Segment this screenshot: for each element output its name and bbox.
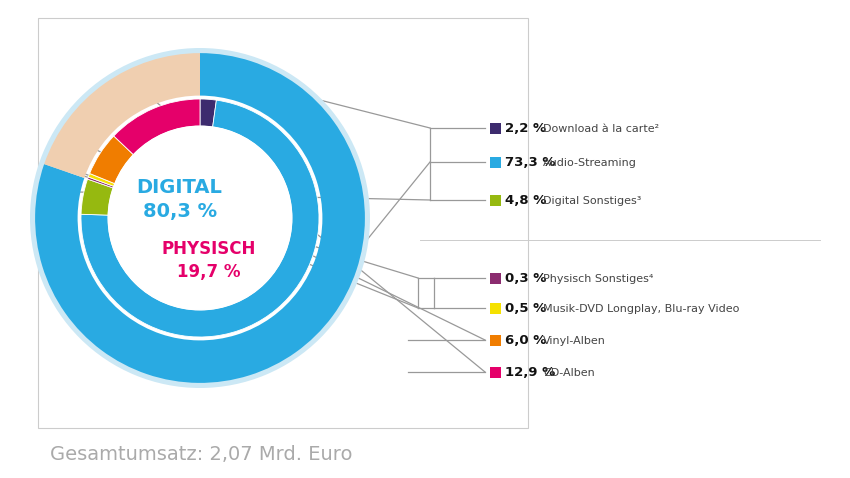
Text: 73,3 %: 73,3 % (505, 156, 556, 169)
Text: 80,3 %: 80,3 % (143, 202, 217, 221)
Bar (490, 272, 501, 283)
Bar (490, 367, 501, 378)
Text: 0,3 %: 0,3 % (505, 272, 547, 285)
Text: 0,5 %: 0,5 % (505, 302, 547, 315)
Text: Gesamtumsatz: 2,07 Mrd. Euro: Gesamtumsatz: 2,07 Mrd. Euro (50, 445, 353, 465)
Wedge shape (35, 53, 365, 383)
Text: Physisch Sonstiges⁴: Physisch Sonstiges⁴ (543, 273, 654, 283)
Bar (38, 18, 528, 428)
Bar (490, 195, 501, 206)
Wedge shape (44, 53, 200, 178)
Text: 19,7 %: 19,7 % (177, 263, 241, 282)
Bar (490, 156, 501, 167)
Bar (490, 303, 501, 314)
Text: Audio-Streaming: Audio-Streaming (543, 157, 637, 167)
Circle shape (108, 126, 292, 310)
Text: DIGITAL: DIGITAL (137, 178, 223, 197)
Wedge shape (30, 48, 370, 388)
Text: PHYSISCH: PHYSISCH (162, 239, 256, 258)
Wedge shape (81, 179, 113, 215)
Bar (490, 335, 501, 346)
Text: 4,8 %: 4,8 % (505, 194, 547, 207)
Wedge shape (88, 177, 114, 188)
Wedge shape (89, 136, 133, 184)
Text: Vinyl-Alben: Vinyl-Alben (543, 336, 606, 346)
Text: 12,9 %: 12,9 % (505, 366, 555, 379)
Wedge shape (114, 99, 200, 155)
Text: Musik-DVD Longplay, Blu-ray Video: Musik-DVD Longplay, Blu-ray Video (543, 304, 740, 314)
Wedge shape (88, 174, 115, 186)
Text: 6,0 %: 6,0 % (505, 334, 547, 347)
Text: Digital Sonstiges³: Digital Sonstiges³ (543, 196, 642, 206)
Wedge shape (200, 99, 217, 127)
Text: CD-Alben: CD-Alben (543, 368, 595, 378)
Text: Download à la carte²: Download à la carte² (543, 123, 659, 133)
Text: 2,2 %: 2,2 % (505, 122, 546, 135)
Wedge shape (81, 100, 319, 337)
Bar (490, 122, 501, 133)
